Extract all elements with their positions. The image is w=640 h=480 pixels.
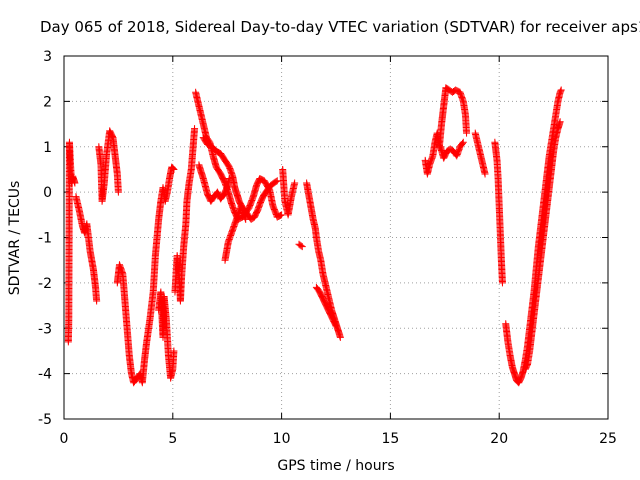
x-tick-label: 20 — [490, 431, 508, 447]
y-tick-label: -5 — [38, 412, 52, 428]
x-tick-label: 25 — [599, 431, 617, 447]
data-point — [331, 321, 339, 329]
data-point — [458, 139, 466, 147]
y-axis-label: SDTVAR / TECUs — [7, 181, 23, 296]
y-tick-label: 3 — [43, 49, 52, 65]
data-point — [498, 279, 506, 287]
data-point — [170, 165, 178, 173]
data-point — [168, 164, 176, 172]
series-0 — [64, 84, 565, 387]
y-tick-label: -4 — [38, 367, 52, 383]
data-point — [278, 211, 286, 219]
chart-title: Day 065 of 2018, Sidereal Day-to-day VTE… — [40, 18, 640, 36]
x-tick-label: 5 — [168, 431, 177, 447]
y-tick-label: 0 — [43, 185, 52, 201]
x-tick-label: 10 — [273, 431, 291, 447]
data-point — [463, 129, 471, 137]
data-point — [170, 347, 178, 355]
y-tick-label: -3 — [38, 321, 52, 337]
x-axis: 0 5 10 15 20 25 — [60, 56, 617, 447]
y-tick-label: 1 — [43, 140, 52, 156]
data-point — [71, 179, 79, 187]
data-point — [273, 177, 281, 185]
data-marks — [64, 84, 565, 387]
data-point — [272, 178, 280, 186]
data-point — [336, 333, 344, 341]
y-tick-label: -1 — [38, 231, 52, 247]
data-point — [297, 242, 305, 250]
data-point — [556, 118, 564, 126]
data-point — [93, 297, 101, 305]
data-point — [191, 125, 199, 133]
data-point — [557, 86, 565, 94]
data-point — [169, 165, 177, 173]
data-point — [459, 138, 467, 146]
x-tick-label: 0 — [60, 431, 69, 447]
data-point — [277, 211, 285, 219]
y-tick-label: 2 — [43, 94, 52, 110]
data-point — [481, 170, 489, 178]
y-axis: -5 -4 -3 -2 -1 0 1 2 3 — [38, 49, 608, 428]
data-point — [114, 188, 122, 196]
y-tick-label: -2 — [38, 276, 52, 292]
x-tick-label: 15 — [381, 431, 399, 447]
data-point — [332, 322, 340, 330]
data-point — [557, 87, 565, 95]
data-point — [291, 179, 299, 187]
x-axis-label: GPS time / hours — [277, 458, 394, 474]
data-point — [298, 243, 306, 251]
